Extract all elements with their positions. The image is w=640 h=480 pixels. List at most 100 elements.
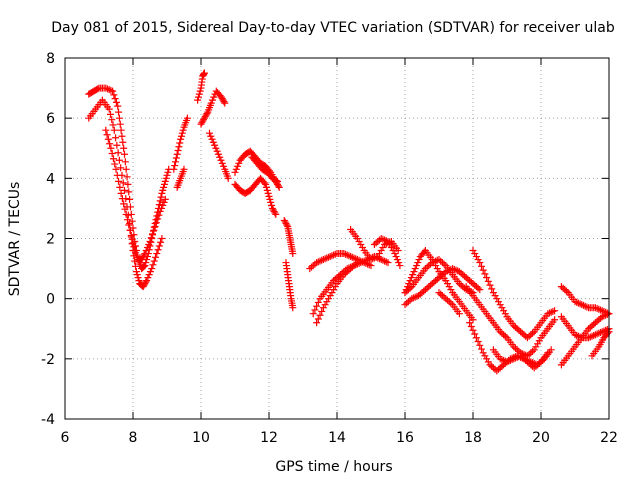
data-point [591,319,599,327]
series-pass-8 [206,129,232,182]
data-point-interp [411,293,419,301]
series-pass-4 [170,114,191,173]
data-point-interp [525,332,533,340]
data-point-interp [314,258,322,266]
data-point-interp [125,188,133,196]
data-point-interp [445,266,453,274]
data-point [280,216,288,224]
data-point-interp [139,253,147,261]
data-point-interp [420,287,428,295]
data-point-interp [479,266,487,274]
data-point [401,289,409,297]
data-point-interp [316,257,324,265]
data-point-interp [466,277,474,285]
data-point-interp [529,329,536,337]
data-point [435,274,443,282]
data-point-interp [145,241,153,249]
data-point [591,331,599,339]
x-tick-label: 6 [61,430,70,446]
data-point [158,235,166,242]
data-point-interp [163,171,171,179]
data-point-interp [155,242,163,250]
data-point-interp [313,302,321,310]
data-point-interp [135,277,143,285]
data-point [139,283,147,291]
data-point [547,346,555,354]
series-pass-2 [85,96,166,291]
data-point-interp [525,350,533,358]
data-point-interp [311,306,319,314]
data-point [377,256,385,264]
data-point-interp [438,292,446,300]
data-point-interp [123,216,131,224]
data-point-interp [330,251,338,259]
data-point [121,186,128,194]
data-point [493,367,501,375]
data-point-interp [217,156,225,164]
data-point-interp [157,238,165,246]
data-point-interp [331,250,339,258]
data-point [421,286,429,294]
data-point-interp [433,275,441,283]
series-pass-7 [197,87,229,128]
data-point [476,286,484,294]
data-point [347,265,355,273]
series-pass-5 [173,165,188,191]
data-point [411,265,419,273]
data-point-interp [281,218,289,226]
data-point-interp [387,244,395,252]
data-point [319,304,327,312]
data-point-interp [515,326,523,334]
data-point-interp [115,114,123,122]
data-point-interp [348,253,356,261]
data-point-interp [505,357,513,365]
data-point-interp [447,286,455,294]
data-point [384,259,392,267]
data-point-interp [370,254,378,262]
data-point [510,355,518,363]
data-point-interp [600,312,608,320]
data-point-interp [120,144,128,152]
data-point-interp [500,307,508,315]
data-point [197,120,205,128]
series-pass-30 [588,328,613,360]
series-pass-10 [231,174,280,218]
data-marks [85,69,613,375]
data-point [489,289,497,297]
data-point-interp [500,331,508,339]
data-point [272,210,280,218]
data-point-interp [149,261,157,269]
data-point-interp [218,159,226,167]
series-pass-13 [282,259,297,312]
data-point-interp [318,256,326,264]
data-point-interp [372,239,380,247]
data-point [102,126,110,134]
data-point-interp [274,182,282,190]
data-point-interp [457,281,465,289]
data-point-interp [508,356,516,364]
data-point-interp [94,85,102,93]
data-point [353,235,361,242]
data-point-interp [381,236,389,244]
data-point-interp [498,362,506,370]
x-tick-labels: 6 8 10 12 14 16 18 20 22 [61,430,618,446]
data-point-interp [407,274,415,282]
data-point-interp [328,252,336,260]
data-point-interp [318,307,326,315]
data-point [496,355,504,363]
data-point-interp [212,144,220,152]
data-point-interp [559,284,567,292]
data-point-interp [520,331,528,339]
data-point [117,126,125,134]
data-point-interp [488,285,496,293]
data-point-interp [199,117,207,125]
data-point-interp [427,281,434,289]
data-point-interp [382,258,390,266]
data-point-interp [157,204,165,212]
data-point-interp [208,135,216,143]
data-point-interp [376,250,383,258]
data-point-interp [452,266,460,274]
data-point [224,174,232,182]
data-point [469,247,477,255]
data-point-interp [464,275,472,283]
